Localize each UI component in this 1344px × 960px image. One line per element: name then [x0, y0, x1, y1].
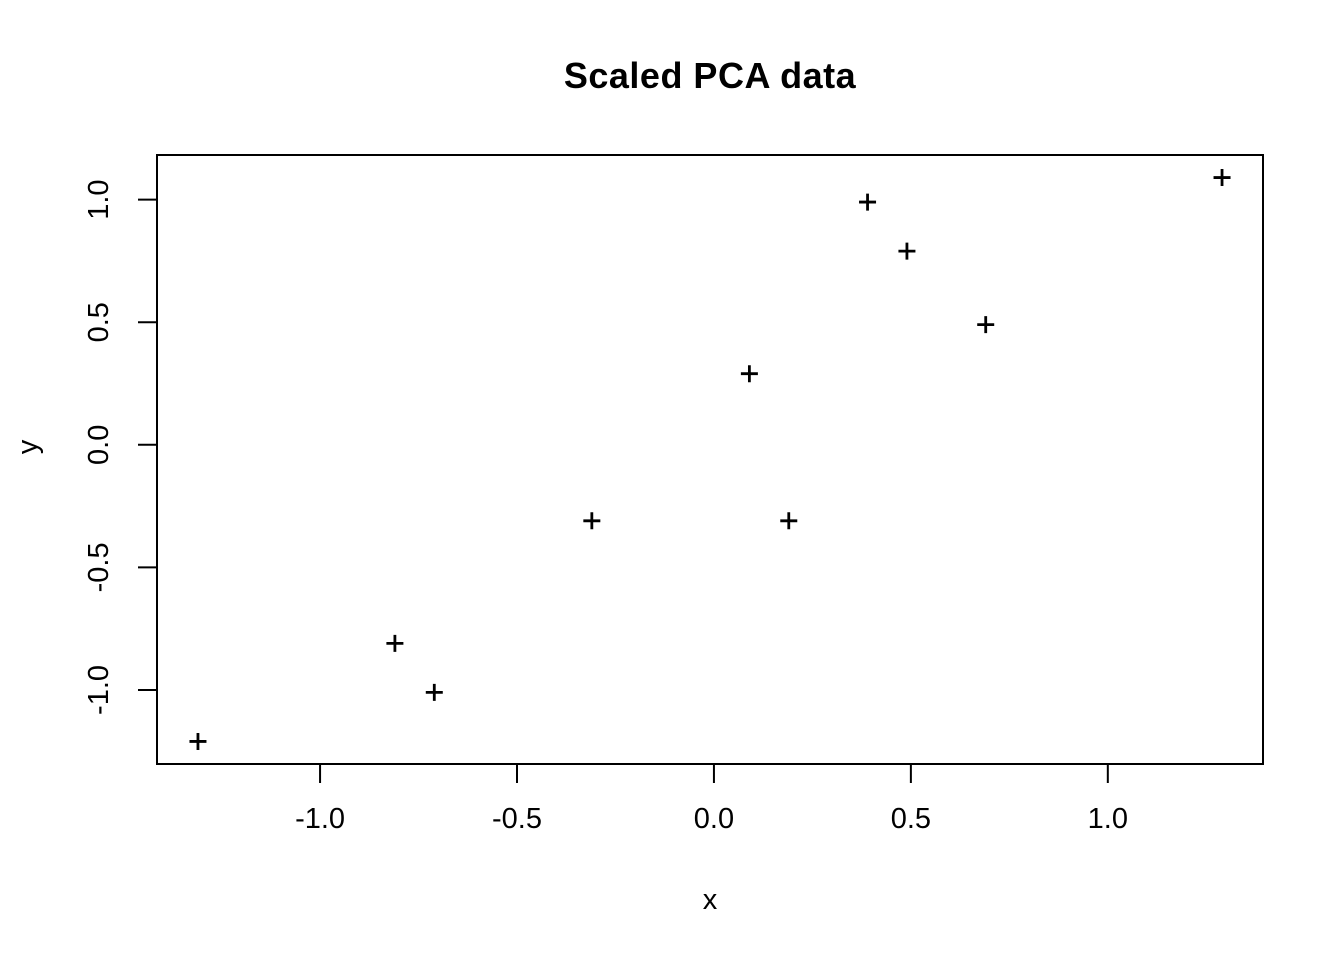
y-tick-label: 0.0 — [83, 425, 115, 465]
data-point — [977, 316, 995, 334]
data-point — [780, 512, 798, 530]
y-axis-title: y — [12, 439, 44, 455]
chart-title: Scaled PCA data — [563, 55, 857, 96]
data-point — [740, 365, 758, 383]
data-point — [425, 683, 443, 701]
x-axis-title: x — [702, 884, 718, 916]
x-tick-label: 0.5 — [891, 803, 931, 835]
y-tick-label: -1.0 — [83, 665, 115, 715]
data-point — [386, 634, 404, 652]
data-point — [1213, 169, 1231, 187]
y-tick-label: 0.5 — [83, 302, 115, 342]
x-tick-label: 1.0 — [1088, 803, 1128, 835]
x-tick-label: 0.0 — [694, 803, 734, 835]
x-tick-label: -0.5 — [492, 803, 542, 835]
data-point — [859, 193, 877, 211]
data-point — [583, 512, 601, 530]
y-tick-label: -0.5 — [83, 542, 115, 592]
plot-box — [156, 154, 1264, 765]
x-tick-label: -1.0 — [295, 803, 345, 835]
data-point — [898, 242, 916, 260]
data-point — [189, 732, 207, 750]
y-tick-label: 1.0 — [83, 179, 115, 219]
